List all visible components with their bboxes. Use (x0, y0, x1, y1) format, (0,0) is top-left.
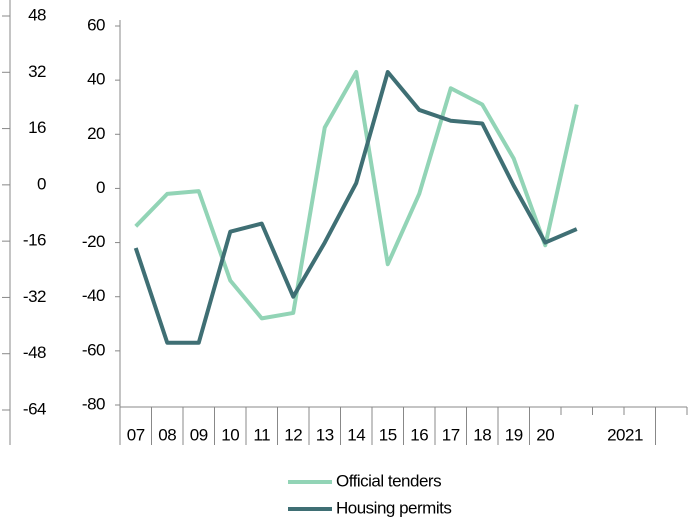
y2-tick-label: 0 (37, 174, 46, 193)
x-tick-label: 10 (221, 425, 239, 444)
legend-label: Official tenders (336, 471, 441, 490)
y-tick-label: -20 (82, 232, 105, 251)
x-tick-label: 15 (379, 425, 397, 444)
y2-tick-label: -64 (23, 399, 46, 418)
x-tick-label: 18 (473, 425, 491, 444)
y2-tick-label: -48 (23, 343, 46, 362)
y2-tick-label: -16 (23, 231, 46, 250)
series-line (133, 70, 578, 345)
x-tick-label: 14 (347, 425, 365, 444)
series-line (134, 70, 579, 321)
y-tick-label: -80 (82, 394, 105, 413)
x-tick-label: 08 (158, 425, 176, 444)
x-tick-label: 09 (190, 425, 208, 444)
y-tick-label: -40 (82, 286, 105, 305)
y-tick-label: 20 (87, 124, 105, 143)
x-tick-label: 16 (410, 425, 428, 444)
y2-tick-label: -32 (23, 287, 46, 306)
x-tick-label: 13 (316, 425, 334, 444)
x-tick-label: 07 (127, 425, 145, 444)
y-tick-label: 60 (87, 15, 105, 34)
x-tick-label: 11 (253, 425, 270, 444)
x-group-label: 2021 (607, 425, 643, 444)
legend-label: Housing permits (336, 498, 451, 517)
y2-tick-label: 32 (28, 62, 46, 81)
y2-tick-label: 16 (28, 118, 46, 137)
x-tick-label: 19 (505, 425, 523, 444)
x-tick-label: 17 (442, 425, 460, 444)
y-tick-label: 0 (96, 178, 105, 197)
y2-tick-label: 48 (28, 5, 46, 24)
y-tick-label: 40 (87, 70, 105, 89)
x-tick-label: 20 (536, 425, 554, 444)
x-tick-label: 12 (284, 425, 302, 444)
y-tick-label: -60 (82, 340, 105, 359)
